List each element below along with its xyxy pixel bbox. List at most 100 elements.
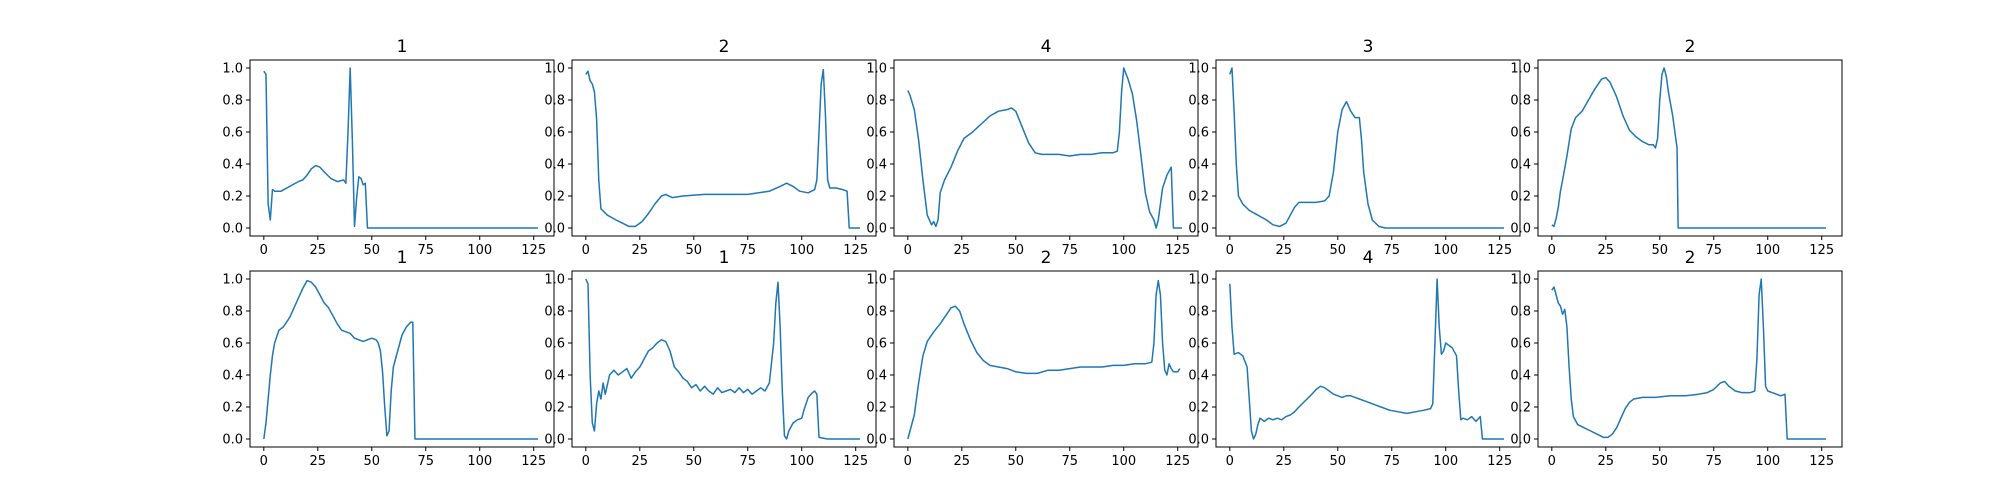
y-tick-label: 0.2 <box>866 401 887 416</box>
subplot-title: 4 <box>1363 248 1374 268</box>
y-tick-label: 0.0 <box>544 222 565 237</box>
y-tick-label: 0.6 <box>1188 337 1209 352</box>
y-tick-label: 0.0 <box>1188 433 1209 448</box>
x-tick-label: 0 <box>1548 243 1556 258</box>
series-line <box>263 279 539 440</box>
subplot-title: 1 <box>397 248 408 268</box>
x-tick-label: 125 <box>1165 243 1190 258</box>
y-tick-label: 0.6 <box>544 126 565 141</box>
y-tick-label: 1.0 <box>1188 62 1209 77</box>
x-tick-label: 75 <box>739 454 756 469</box>
x-tick-label: 0 <box>582 243 590 258</box>
y-tick-label: 0.8 <box>1510 305 1531 320</box>
series-line <box>1229 67 1505 229</box>
y-tick-label: 0.0 <box>222 222 243 237</box>
x-tick-label: 125 <box>1809 454 1834 469</box>
y-tick-label: 0.4 <box>1510 158 1531 173</box>
y-tick-label: 0.2 <box>1188 401 1209 416</box>
x-tick-label: 100 <box>789 243 814 258</box>
y-tick-label: 0.2 <box>1510 190 1531 205</box>
y-tick-label: 0.0 <box>866 433 887 448</box>
y-tick-label: 0.0 <box>222 433 243 448</box>
y-tick-label: 0.2 <box>1510 401 1531 416</box>
y-tick-label: 1.0 <box>1188 273 1209 288</box>
axes-frame <box>249 59 555 237</box>
x-tick-label: 25 <box>954 454 971 469</box>
x-tick-label: 125 <box>521 243 546 258</box>
x-tick-label: 50 <box>1329 454 1346 469</box>
x-tick-label: 25 <box>310 454 327 469</box>
x-tick-label: 0 <box>1548 454 1556 469</box>
x-tick-label: 100 <box>467 454 492 469</box>
y-tick-label: 0.2 <box>222 190 243 205</box>
x-tick-label: 75 <box>1383 454 1400 469</box>
subplot-title: 2 <box>1685 37 1696 57</box>
subplot-9: 4 0 25 50 75 100 125 0.0 0.2 0.4 0.6 0.8 1.0 <box>1188 248 1521 469</box>
y-tick-label: 1.0 <box>544 62 565 77</box>
x-tick-label: 0 <box>260 454 268 469</box>
subplot-title: 2 <box>719 37 730 57</box>
y-tick-label: 0.6 <box>222 126 243 141</box>
y-tick-label: 0.2 <box>1188 190 1209 205</box>
x-tick-label: 125 <box>843 243 868 258</box>
subplot-4: 3 0 25 50 75 100 125 0.0 0.2 0.4 0.6 0.8 1.0 <box>1188 37 1521 258</box>
x-tick-label: 25 <box>632 243 649 258</box>
x-tick-label: 50 <box>1007 243 1024 258</box>
x-tick-label: 0 <box>1226 454 1234 469</box>
y-tick-label: 0.2 <box>544 190 565 205</box>
x-tick-label: 100 <box>1433 454 1458 469</box>
x-tick-label: 100 <box>1433 243 1458 258</box>
y-tick-label: 0.0 <box>544 433 565 448</box>
y-tick-label: 0.6 <box>1510 126 1531 141</box>
x-tick-label: 0 <box>904 243 912 258</box>
x-tick-label: 75 <box>1705 243 1722 258</box>
y-tick-label: 1.0 <box>222 62 243 77</box>
x-tick-label: 125 <box>1809 243 1834 258</box>
x-tick-label: 125 <box>1165 454 1190 469</box>
x-tick-label: 100 <box>467 243 492 258</box>
y-tick-label: 0.2 <box>544 401 565 416</box>
y-tick-label: 0.6 <box>866 337 887 352</box>
x-tick-label: 75 <box>739 243 756 258</box>
x-tick-label: 50 <box>685 454 702 469</box>
x-tick-label: 100 <box>1111 454 1136 469</box>
y-tick-label: 1.0 <box>222 273 243 288</box>
x-tick-label: 125 <box>521 454 546 469</box>
x-tick-label: 50 <box>685 243 702 258</box>
y-tick-label: 0.6 <box>866 126 887 141</box>
y-tick-label: 0.4 <box>866 369 887 384</box>
series-line <box>907 67 1183 229</box>
x-tick-label: 50 <box>1651 243 1668 258</box>
x-tick-label: 75 <box>417 454 434 469</box>
x-tick-label: 100 <box>1755 454 1780 469</box>
y-tick-label: 1.0 <box>544 273 565 288</box>
y-tick-label: 1.0 <box>866 273 887 288</box>
y-tick-label: 0.0 <box>866 222 887 237</box>
subplot-10: 2 0 25 50 75 100 125 0.0 0.2 0.4 0.6 0.8 1.0 <box>1510 248 1843 469</box>
axes-frame <box>1215 270 1521 448</box>
subplot-8: 2 0 25 50 75 100 125 0.0 0.2 0.4 0.6 0.8 1.0 <box>866 248 1199 469</box>
x-tick-label: 0 <box>260 243 268 258</box>
y-tick-label: 0.4 <box>1510 369 1531 384</box>
x-tick-label: 75 <box>1061 243 1078 258</box>
x-tick-label: 50 <box>1329 243 1346 258</box>
y-tick-label: 0.2 <box>866 190 887 205</box>
y-tick-label: 0.4 <box>1188 369 1209 384</box>
y-tick-label: 0.8 <box>1510 94 1531 109</box>
subplot-title: 4 <box>1041 37 1052 57</box>
x-tick-label: 25 <box>954 243 971 258</box>
x-tick-label: 125 <box>1487 243 1512 258</box>
subplot-title: 1 <box>719 248 730 268</box>
x-tick-label: 125 <box>843 454 868 469</box>
x-tick-label: 125 <box>1487 454 1512 469</box>
axes-frame <box>571 59 877 237</box>
x-tick-label: 25 <box>1598 243 1615 258</box>
y-tick-label: 0.6 <box>1510 337 1531 352</box>
subplot-6: 1 0 25 50 75 100 125 0.0 0.2 0.4 0.6 0.8 1.0 <box>222 248 555 469</box>
y-tick-label: 0.8 <box>222 94 243 109</box>
series-line <box>907 279 1181 440</box>
axes-frame <box>249 270 555 448</box>
y-tick-label: 0.4 <box>222 369 243 384</box>
y-tick-label: 1.0 <box>1510 273 1531 288</box>
